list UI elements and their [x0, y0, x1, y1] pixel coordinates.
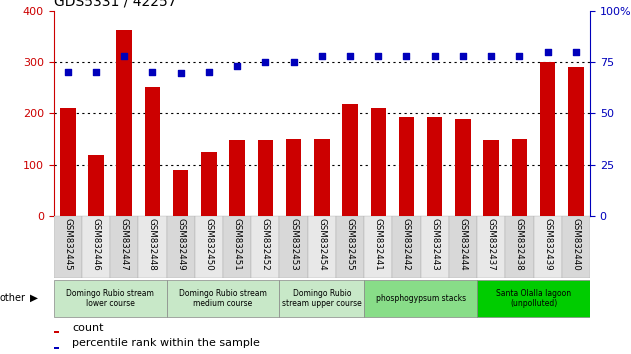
Point [148, 69, 158, 75]
Text: GSM832441: GSM832441 [374, 218, 383, 270]
Bar [562, 216, 590, 278]
Point [571, 49, 581, 55]
Point [317, 53, 327, 59]
Bar [257, 141, 273, 216]
Bar [173, 170, 189, 216]
Text: GSM832439: GSM832439 [543, 218, 552, 270]
Point [401, 53, 411, 59]
Text: Domingo Rubio stream
medium course: Domingo Rubio stream medium course [179, 289, 267, 308]
Bar [427, 117, 442, 216]
Text: GSM832453: GSM832453 [289, 218, 298, 270]
Bar [534, 216, 562, 278]
Text: count: count [73, 322, 104, 332]
Bar [82, 216, 110, 278]
Point [430, 53, 440, 59]
Bar [392, 216, 421, 278]
Bar [308, 216, 336, 278]
Bar [60, 108, 76, 216]
Text: GSM832442: GSM832442 [402, 218, 411, 270]
Text: other: other [0, 293, 26, 303]
Point [288, 59, 298, 65]
Bar [336, 216, 364, 278]
Text: GSM832444: GSM832444 [459, 218, 468, 270]
Bar [138, 216, 167, 278]
Text: GSM832450: GSM832450 [204, 218, 213, 270]
Bar [251, 216, 280, 278]
Bar [167, 216, 195, 278]
Text: GDS5331 / 42257: GDS5331 / 42257 [54, 0, 176, 9]
Text: GSM832454: GSM832454 [317, 218, 326, 270]
Bar [455, 119, 471, 216]
Bar [54, 280, 167, 317]
Bar [144, 87, 160, 216]
Bar [314, 139, 329, 216]
Bar [370, 108, 386, 216]
Point [373, 53, 383, 59]
Text: GSM832452: GSM832452 [261, 218, 270, 270]
Text: GSM832440: GSM832440 [572, 218, 581, 270]
Bar [421, 216, 449, 278]
Bar [512, 139, 527, 216]
Point [119, 53, 129, 59]
Bar [280, 216, 308, 278]
Bar [223, 216, 251, 278]
Text: GSM832443: GSM832443 [430, 218, 439, 270]
Bar [88, 155, 103, 216]
Bar [505, 216, 534, 278]
Bar [201, 152, 216, 216]
Bar [342, 104, 358, 216]
Text: GSM832437: GSM832437 [487, 218, 496, 270]
Point [232, 63, 242, 69]
Text: Santa Olalla lagoon
(unpolluted): Santa Olalla lagoon (unpolluted) [496, 289, 571, 308]
Text: GSM832447: GSM832447 [120, 218, 129, 270]
Bar [54, 216, 82, 278]
Bar [399, 117, 415, 216]
Text: GSM832438: GSM832438 [515, 218, 524, 270]
Text: phosphogypsum stacks: phosphogypsum stacks [375, 294, 466, 303]
Point [175, 70, 186, 76]
Bar [449, 216, 477, 278]
Point [204, 69, 214, 75]
Bar [110, 216, 138, 278]
Text: GSM832455: GSM832455 [346, 218, 355, 270]
Point [486, 53, 496, 59]
Bar [54, 347, 59, 349]
Bar [483, 140, 499, 216]
Text: GSM832449: GSM832449 [176, 218, 185, 270]
Point [91, 69, 101, 75]
Point [62, 69, 73, 75]
Text: GSM832451: GSM832451 [233, 218, 242, 270]
Text: GSM832446: GSM832446 [91, 218, 100, 270]
Point [543, 49, 553, 55]
Bar [477, 280, 590, 317]
Text: Domingo Rubio
stream upper course: Domingo Rubio stream upper course [282, 289, 362, 308]
Bar [364, 280, 477, 317]
Point [514, 53, 524, 59]
Point [458, 53, 468, 59]
Bar [229, 141, 245, 216]
Bar [540, 62, 555, 216]
Bar [280, 280, 364, 317]
Bar [286, 139, 302, 216]
Bar [364, 216, 392, 278]
Text: GSM832448: GSM832448 [148, 218, 157, 270]
Bar [167, 280, 280, 317]
Text: Domingo Rubio stream
lower course: Domingo Rubio stream lower course [66, 289, 154, 308]
Bar [54, 331, 59, 333]
Point [345, 53, 355, 59]
Bar [195, 216, 223, 278]
Bar [568, 67, 584, 216]
Bar [117, 30, 132, 216]
Point [261, 59, 271, 65]
Text: percentile rank within the sample: percentile rank within the sample [73, 338, 260, 348]
Text: ▶: ▶ [30, 293, 38, 303]
Text: GSM832445: GSM832445 [63, 218, 72, 270]
Bar [477, 216, 505, 278]
